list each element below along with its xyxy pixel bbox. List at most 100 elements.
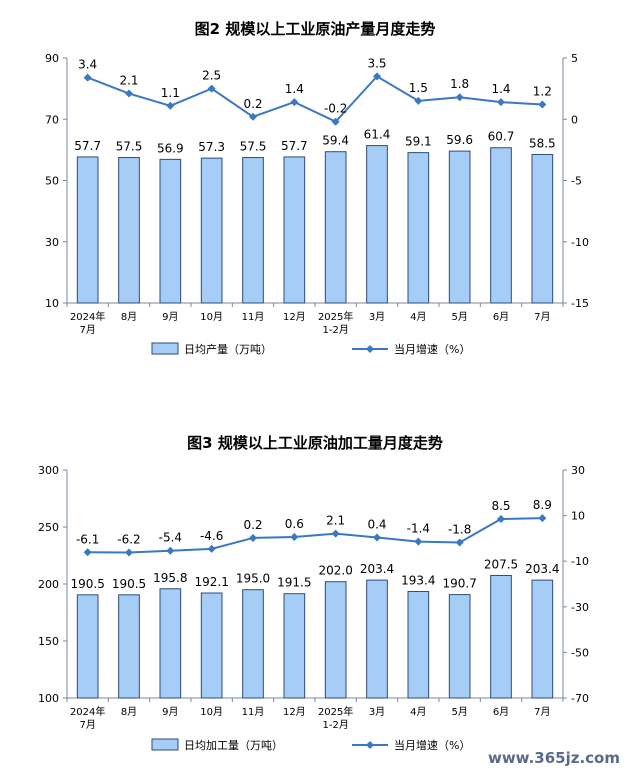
y-right-tick-label: -5: [571, 175, 582, 188]
bar: [118, 157, 140, 304]
x-tick-label: 11月: [242, 706, 265, 718]
y-right-tick-label: 30: [571, 464, 585, 477]
line-data-label: -1.8: [448, 523, 471, 537]
bar-data-label: 57.5: [240, 140, 267, 154]
y-left-tick-label: 100: [38, 692, 59, 705]
bar: [407, 591, 430, 699]
bar-data-label: 203.4: [525, 562, 559, 576]
bar-data-label: 56.9: [157, 141, 184, 155]
bar: [366, 145, 388, 304]
bar-data-label: 190.7: [442, 577, 476, 591]
bar: [200, 157, 223, 304]
legend-bar-label: 日均产量（万吨）: [184, 342, 272, 356]
x-tick-label: 8月: [121, 706, 137, 718]
bar-data-label: 202.0: [318, 564, 352, 578]
bar: [448, 594, 471, 699]
x-tick-label: 11月: [242, 311, 265, 323]
bar: [118, 594, 140, 699]
bar-data-label: 203.4: [360, 562, 394, 576]
bar-data-label: 191.5: [277, 576, 311, 590]
bar-data-label: 193.4: [401, 574, 435, 588]
line-data-label: 1.2: [533, 85, 552, 99]
line-point: [373, 72, 381, 81]
x-tick-label: 10月: [200, 311, 223, 323]
line-data-label: 0.2: [243, 97, 262, 111]
legend-line-label: 当月增速（%）: [394, 738, 470, 752]
line-data-label: -4.6: [200, 529, 223, 543]
line-point: [290, 533, 299, 542]
y-left-tick-label: 10: [45, 297, 59, 310]
line-point: [538, 100, 547, 109]
x-tick-label: 2025年: [318, 705, 353, 718]
bar: [283, 156, 306, 304]
bar: [490, 574, 512, 699]
line-point: [166, 101, 175, 110]
x-tick-label: 2025年: [318, 310, 353, 323]
line-point: [249, 112, 257, 121]
x-tick-label: 7月: [534, 706, 550, 718]
bar: [76, 156, 99, 304]
bar: [490, 147, 512, 304]
line-point: [166, 546, 175, 555]
bar: [324, 581, 347, 699]
line-point: [497, 515, 505, 524]
line-point: [207, 544, 216, 553]
x-tick-label: 9月: [162, 311, 178, 323]
legend-bar-label: 日均加工量（万吨）: [184, 739, 283, 752]
line-data-label: 8.9: [533, 498, 552, 512]
x-tick-label: 5月: [451, 706, 467, 718]
bar: [283, 593, 306, 699]
growth-line: [87, 517, 543, 554]
bar: [159, 158, 182, 304]
y-right-tick-label: 0: [571, 113, 578, 126]
bar-data-label: 190.5: [112, 577, 146, 591]
y-left-tick-label: 200: [38, 578, 59, 591]
x-tick-label: 4月: [410, 706, 426, 718]
legend-line-marker: [366, 345, 374, 353]
x-tick-label: 4月: [410, 311, 426, 323]
bar: [200, 592, 223, 699]
y-left-tick-label: 70: [45, 113, 59, 126]
bar-data-label: 57.7: [281, 139, 308, 153]
line-data-label: -1.4: [407, 522, 430, 536]
bar-data-label: 192.1: [194, 575, 228, 589]
x-tick-label: 7月: [534, 311, 550, 323]
line-data-label: 1.4: [491, 82, 510, 96]
x-tick-label: 8月: [121, 311, 137, 323]
x-tick-label: 1-2月: [322, 719, 348, 731]
y-right-tick-label: 5: [571, 52, 578, 65]
bar-data-label: 58.5: [529, 136, 556, 150]
x-tick-label: 2024年: [70, 705, 105, 718]
y-right-tick-label: -10: [571, 236, 589, 249]
legend-bar-swatch: [151, 738, 179, 751]
line-data-label: 0.2: [243, 518, 262, 532]
x-tick-label: 7月: [79, 324, 95, 336]
line-data-label: 0.6: [285, 517, 304, 531]
bar-data-label: 57.3: [198, 140, 225, 154]
bar: [531, 579, 554, 699]
x-tick-label: 12月: [283, 706, 306, 718]
bar: [159, 588, 182, 699]
y-right-tick-label: -10: [571, 555, 589, 568]
line-data-label: 8.5: [491, 499, 510, 513]
y-left-tick-label: 90: [45, 52, 59, 65]
x-tick-label: 1-2月: [322, 324, 348, 336]
line-point: [83, 548, 92, 557]
bar-data-label: 61.4: [364, 128, 391, 142]
bar: [366, 579, 388, 699]
y-right-tick-label: -30: [571, 601, 589, 614]
x-tick-label: 3月: [369, 311, 385, 323]
line-point: [538, 514, 547, 523]
bar-data-label: 57.7: [74, 139, 101, 153]
watermark-text: www.365jz.com: [487, 749, 620, 767]
chart-title: 图3 规模以上工业原油加工量月度走势: [187, 434, 443, 452]
y-right-tick-label: -15: [571, 297, 589, 310]
x-tick-label: 5月: [451, 311, 467, 323]
line-point: [331, 529, 340, 538]
crude-oil-production-chart: 10 30 50 70 90 -15 -10 -5 0 5 57.7 57.5 56.9 57.3 57.5…: [45, 52, 589, 356]
line-point: [455, 538, 464, 547]
line-data-label: 3.4: [78, 58, 97, 72]
line-point: [125, 89, 133, 98]
growth-line: [87, 75, 543, 123]
